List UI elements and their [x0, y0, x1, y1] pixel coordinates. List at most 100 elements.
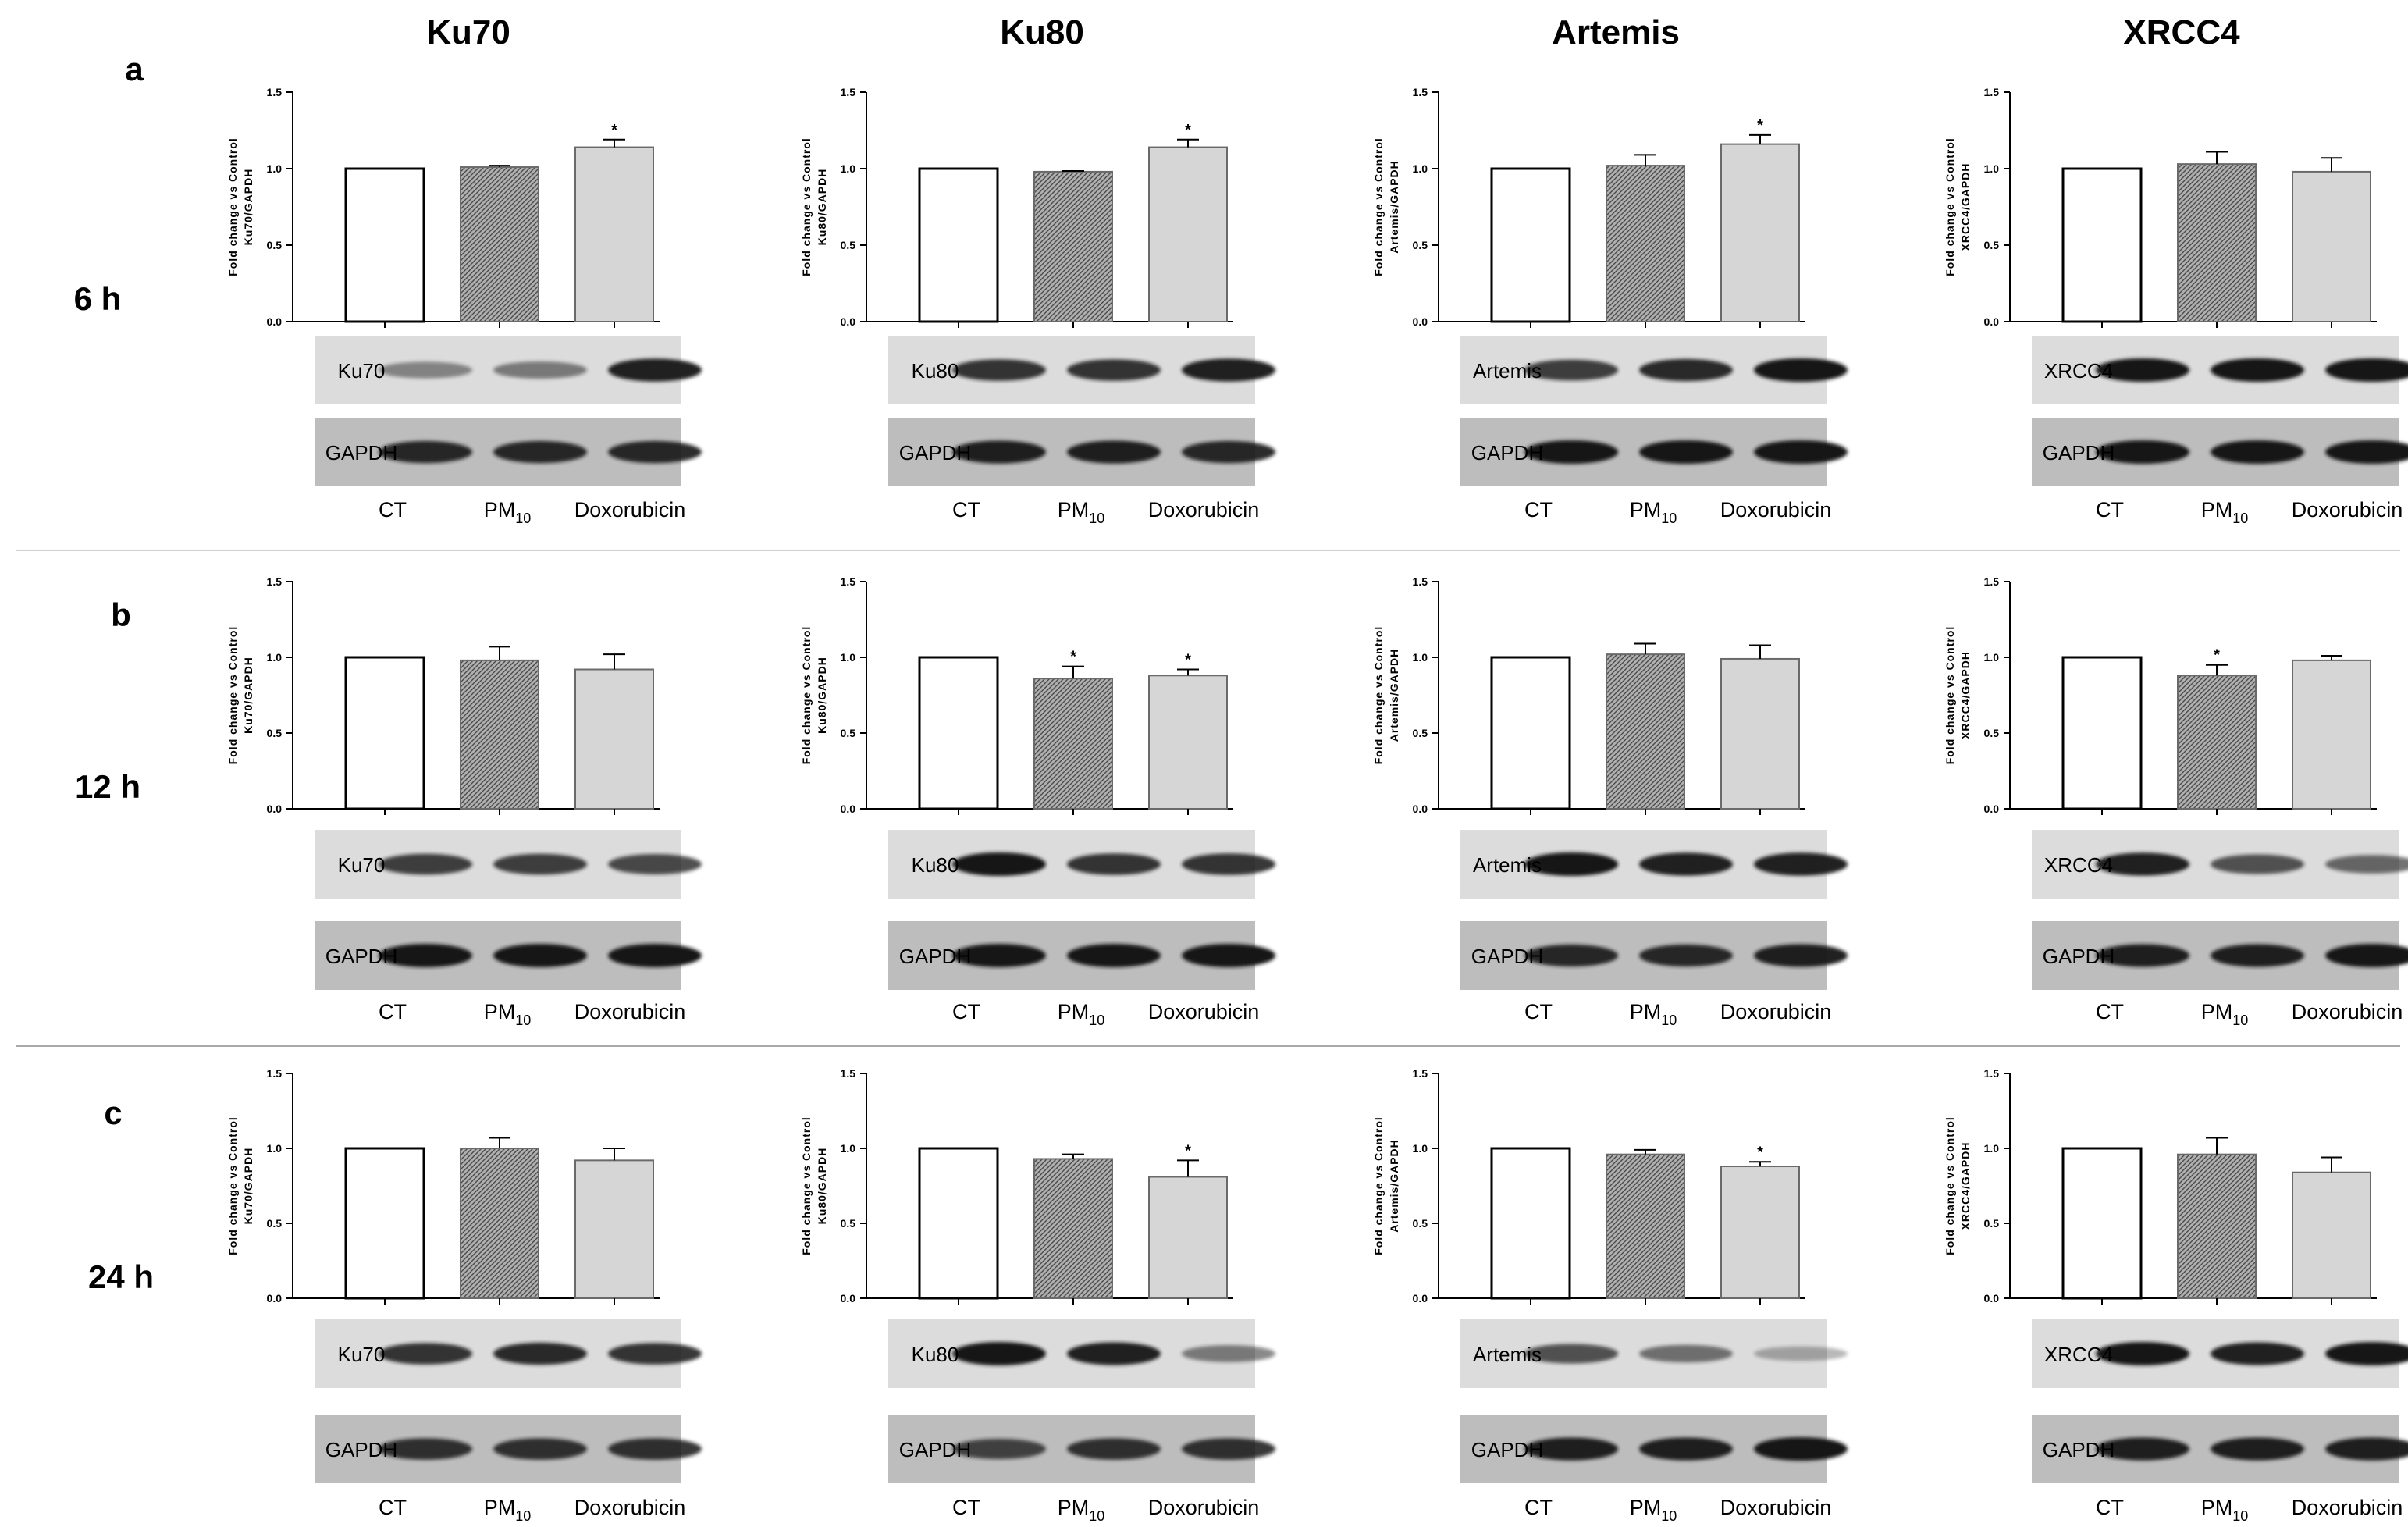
blot-band: [952, 944, 1046, 967]
lane-label-pm10: PM10: [484, 1496, 532, 1524]
y-axis-label: Ku70/GAPDH: [242, 169, 254, 246]
bar-pm10: [1033, 1158, 1113, 1299]
blot-band: [1524, 1344, 1618, 1364]
y-tick-label: 1.5: [1413, 1067, 1428, 1080]
y-tick-label: 0.0: [841, 1292, 856, 1305]
blot-band: [1524, 440, 1618, 464]
y-tick-label: 0.5: [841, 1217, 856, 1230]
y-axis-label: Fold change vs Control: [1944, 626, 1956, 765]
y-axis-label: Artemis/GAPDH: [1388, 649, 1400, 742]
blot-label: XRCC4: [2044, 1343, 2113, 1366]
blot-band: [1639, 440, 1733, 464]
blot-label: XRCC4: [2044, 359, 2113, 383]
western-blot-gapdh: GAPDH: [888, 1415, 1275, 1483]
y-tick-label: 0.5: [1413, 1217, 1428, 1230]
western-blot-gapdh: GAPDH: [315, 418, 702, 486]
bar-pm10: [460, 166, 539, 322]
y-axis-label: Fold change vs Control: [226, 1116, 239, 1255]
y-axis-label: Fold change vs Control: [800, 137, 813, 276]
blot-band: [2325, 1437, 2408, 1461]
bar-doxorubicin: [1148, 675, 1228, 810]
blot-band: [1067, 359, 1161, 381]
blot-label: Ku80: [912, 359, 959, 383]
lane-label-doxorubicin: Doxorubicin: [1720, 498, 1832, 521]
y-tick-label: 1.5: [1413, 575, 1428, 588]
bar-ct: [1490, 167, 1571, 323]
blot-band: [2211, 944, 2304, 967]
chart-b-ku80: 0.0 0.5 1.0 1.5 Fold change vs Control Ku80/G…: [800, 575, 1275, 1028]
blot-band: [493, 1342, 587, 1365]
lane-label-pm10: PM10: [2201, 1496, 2249, 1524]
chart-a-xrcc4: 0.0 0.5 1.0 1.5 Fold change vs Control XRCC4/…: [1944, 86, 2408, 526]
bar-ct: [344, 1147, 425, 1300]
y-tick-label: 1.5: [1984, 575, 2000, 588]
y-tick-label: 1.0: [1413, 162, 1428, 175]
y-tick-label: 1.5: [267, 575, 283, 588]
blot-band: [1067, 944, 1161, 967]
significance-marker: *: [1757, 1144, 1763, 1161]
y-axis-label: Fold change vs Control: [800, 1116, 813, 1255]
y-tick-label: 1.0: [841, 1142, 856, 1155]
y-axis-label: Ku80/GAPDH: [816, 169, 828, 246]
western-blot-protein: Artemis: [1460, 336, 1848, 404]
blot-band: [2096, 944, 2189, 967]
y-axis-label: Fold change vs Control: [1944, 137, 1956, 276]
column-title-artemis: Artemis: [1552, 13, 1680, 52]
blot-band: [608, 854, 702, 874]
western-blot-protein: Ku70: [315, 830, 702, 899]
lane-label-doxorubicin: Doxorubicin: [1148, 1496, 1260, 1519]
y-axis-label: Ku80/GAPDH: [816, 657, 828, 734]
blot-label: GAPDH: [899, 945, 971, 968]
bar-doxorubicin: [2292, 659, 2371, 810]
y-tick-label: 1.5: [841, 575, 856, 588]
blot-label: GAPDH: [1471, 945, 1543, 968]
blot-band: [952, 1439, 1046, 1459]
y-tick-label: 0.5: [1984, 239, 2000, 251]
blot-band: [1182, 440, 1275, 464]
significance-marker: *: [2214, 647, 2220, 664]
blot-band: [608, 358, 702, 382]
lane-label-pm10: PM10: [1630, 1000, 1677, 1028]
y-tick-label: 0.0: [1984, 803, 2000, 815]
y-axis-label: Ku70/GAPDH: [242, 1148, 254, 1225]
bar-pm10: [1606, 653, 1685, 810]
y-axis-label: Fold change vs Control: [226, 626, 239, 765]
lane-label-pm10: PM10: [484, 1000, 532, 1028]
y-axis-label: Fold change vs Control: [1372, 1116, 1385, 1255]
blot-band: [1754, 852, 1848, 876]
lane-label-ct: CT: [952, 1000, 980, 1023]
column-title-xrcc4: XRCC4: [2123, 13, 2240, 52]
blot-label: Artemis: [1473, 359, 1542, 383]
blot-label: GAPDH: [1471, 1438, 1543, 1461]
blot-band: [379, 361, 472, 379]
y-tick-label: 1.0: [267, 651, 283, 664]
lane-label-ct: CT: [379, 498, 407, 521]
lane-label-doxorubicin: Doxorubicin: [2292, 498, 2403, 521]
lane-label-ct: CT: [2096, 1496, 2124, 1519]
blot-band: [1182, 358, 1275, 382]
y-tick-label: 1.0: [267, 162, 283, 175]
blot-band: [2096, 440, 2189, 464]
western-blot-protein: XRCC4: [2032, 1319, 2408, 1388]
blot-band: [1524, 1437, 1618, 1461]
y-tick-label: 1.0: [1413, 1142, 1428, 1155]
row-letter-a: a: [125, 51, 144, 87]
blot-label: Ku80: [912, 1343, 959, 1366]
blot-band: [493, 440, 587, 464]
chart-c-ku70: 0.0 0.5 1.0 1.5 Fold change vs Control Ku70/G…: [226, 1067, 702, 1524]
y-tick-label: 1.0: [841, 651, 856, 664]
blot-label: Artemis: [1473, 853, 1542, 877]
blot-band: [1067, 440, 1161, 464]
blot-label: GAPDH: [2043, 945, 2115, 968]
row-time-24h: 24 h: [88, 1258, 154, 1295]
blot-band: [1524, 852, 1618, 876]
blot-band: [1182, 944, 1275, 967]
bar-ct: [918, 656, 999, 810]
chart-a-ku70: 0.0 0.5 1.0 1.5 Fold change vs Control Ku70/G…: [226, 86, 702, 526]
blot-band: [2211, 1342, 2304, 1365]
lane-label-doxorubicin: Doxorubicin: [574, 1000, 686, 1023]
bar-pm10: [2177, 675, 2257, 810]
lane-label-pm10: PM10: [2201, 1000, 2249, 1028]
lane-label-doxorubicin: Doxorubicin: [1148, 1000, 1260, 1023]
western-blot-gapdh: GAPDH: [2032, 921, 2408, 990]
